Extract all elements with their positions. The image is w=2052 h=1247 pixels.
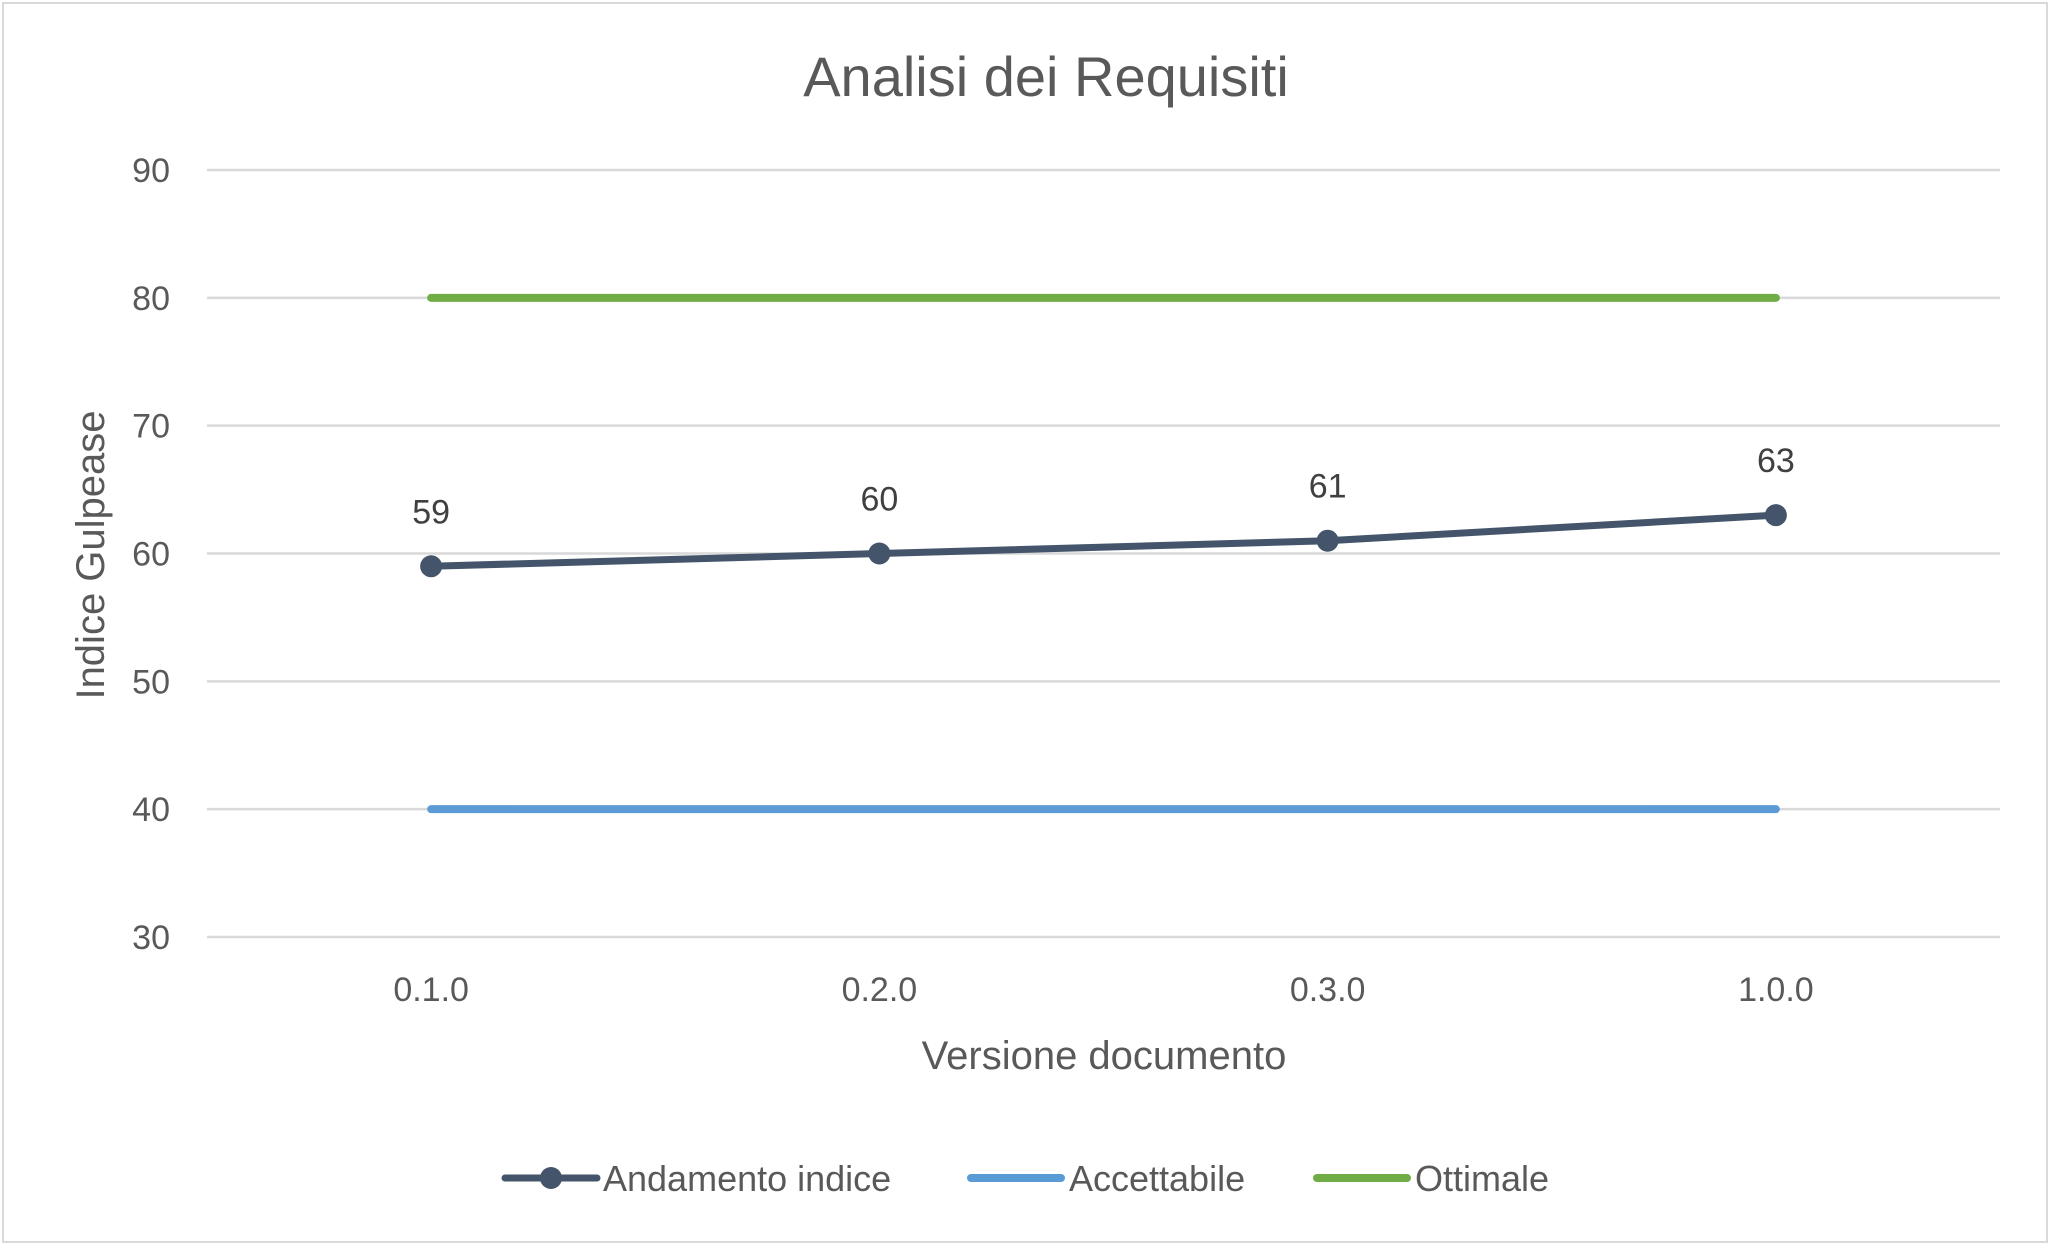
x-axis-title: Versione documento	[922, 1034, 1287, 1078]
y-tick-label: 80	[132, 280, 170, 318]
legend-item: Andamento indice	[501, 1158, 891, 1199]
legend: Andamento indice Accettabile Ottimale	[501, 1158, 1549, 1199]
data-point	[420, 555, 443, 578]
x-tick-label: 0.1.0	[393, 971, 469, 1009]
y-axis-title: Indice Gulpease	[69, 410, 113, 699]
data-point	[868, 542, 891, 565]
y-tick-label: 90	[132, 152, 170, 190]
data-label: 61	[1309, 468, 1347, 506]
chart-title: Analisi dei Requisiti	[803, 45, 1289, 108]
data-point	[1316, 529, 1339, 552]
y-axis-ticks: 30 40 50 60 70 80 90	[132, 152, 170, 957]
y-tick-label: 40	[132, 791, 170, 829]
y-tick-label: 50	[132, 663, 170, 701]
legend-label: Accettabile	[1069, 1158, 1245, 1199]
x-axis-ticks: 0.1.0 0.2.0 0.3.0 1.0.0	[393, 971, 1813, 1009]
data-point	[1764, 504, 1787, 527]
legend-label: Andamento indice	[603, 1158, 891, 1199]
series-group	[420, 293, 1787, 814]
series-line-andamento-indice	[427, 511, 1780, 570]
x-tick-label: 0.3.0	[1290, 971, 1366, 1009]
x-tick-label: 1.0.0	[1738, 971, 1814, 1009]
legend-item: Accettabile	[967, 1158, 1245, 1199]
y-tick-label: 30	[132, 919, 170, 957]
legend-item: Ottimale	[1313, 1158, 1549, 1199]
data-label: 60	[860, 481, 898, 519]
data-label: 59	[412, 493, 450, 531]
y-tick-label: 60	[132, 536, 170, 574]
y-tick-label: 70	[132, 408, 170, 446]
gridlines	[207, 168, 2000, 939]
data-label: 63	[1757, 442, 1795, 480]
x-tick-label: 0.2.0	[842, 971, 918, 1009]
legend-marker	[540, 1167, 562, 1189]
legend-label: Ottimale	[1415, 1158, 1549, 1199]
data-labels: 59 60 61 63	[412, 442, 1795, 531]
